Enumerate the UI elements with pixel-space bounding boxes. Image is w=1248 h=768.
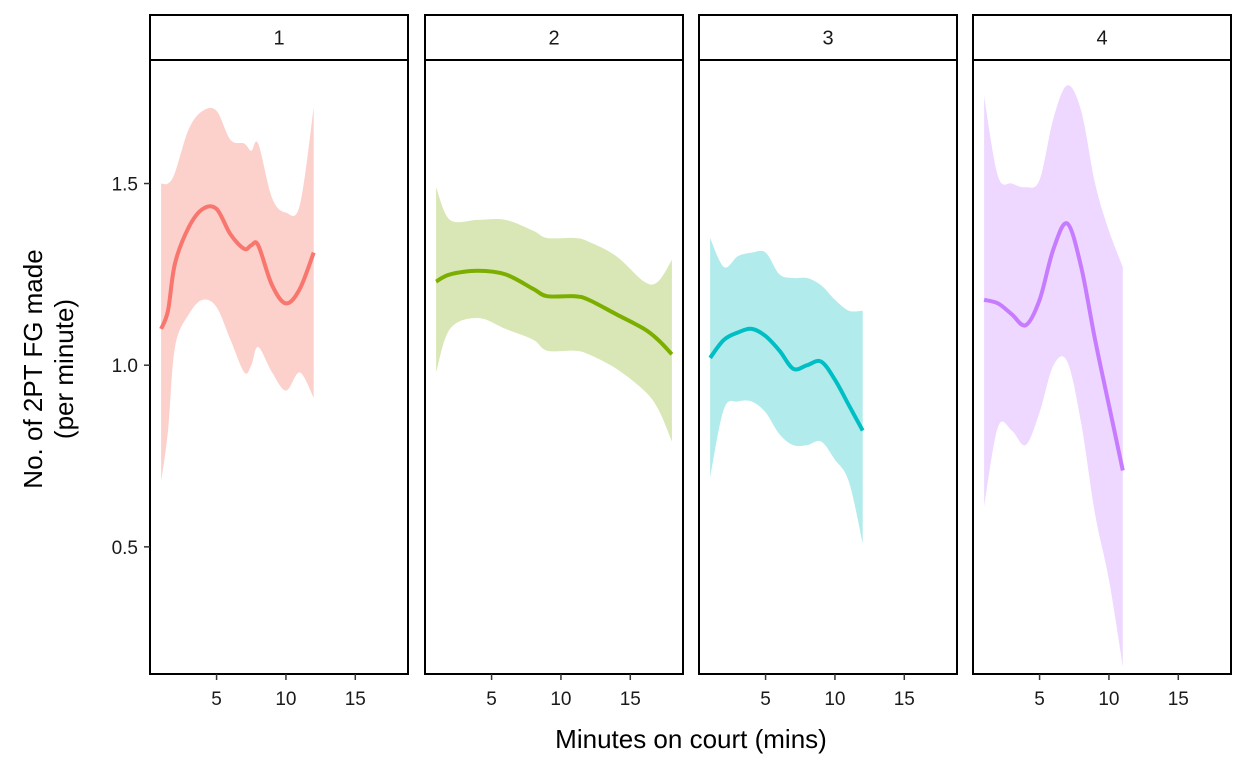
confidence-band [984, 85, 1123, 667]
facet-strip-label: 1 [273, 28, 284, 50]
confidence-band [710, 238, 863, 544]
facet-strip [972, 14, 1232, 61]
x-tick-label: 10 [550, 689, 571, 710]
facet-strip-label: 2 [548, 28, 559, 50]
smooth-line [435, 268, 674, 356]
x-tick-label: 5 [211, 689, 222, 710]
y-axis-title-group: No. of 2PT FG made (per minute) [18, 249, 79, 488]
x-tick-label: 15 [620, 689, 641, 710]
facet-panel-1: 15 10 150.51.01.5 [112, 14, 409, 710]
facet-strip-label: 3 [822, 28, 833, 50]
facet-panel-2: 2 5 10 15 [424, 14, 684, 710]
smooth-line [159, 204, 316, 330]
facet-strip [424, 14, 684, 61]
y-tick-label: 1.0 [112, 356, 138, 377]
facet-panel-3: 3 5 10 15 [698, 14, 958, 710]
x-tick-label: 15 [894, 689, 915, 710]
panel-border [424, 59, 684, 675]
panel-border [698, 59, 958, 675]
y-tick-label: 1.5 [112, 175, 138, 196]
confidence-band [436, 187, 672, 442]
x-tick-label: 5 [760, 689, 771, 710]
panel-border [149, 59, 409, 675]
facet-strip [698, 14, 958, 61]
x-tick-label: 10 [1098, 689, 1119, 710]
y-axis-title-line1: No. of 2PT FG made [18, 249, 48, 488]
x-tick-label: 10 [275, 689, 296, 710]
y-tick-label: 0.5 [112, 538, 138, 559]
panel-border [972, 59, 1232, 675]
x-tick-label: 5 [1034, 689, 1045, 710]
smooth-line [983, 221, 1125, 471]
x-tick-label: 15 [345, 689, 366, 710]
x-tick-label: 15 [1168, 689, 1189, 710]
x-axis-title: Minutes on court (mins) [555, 724, 827, 754]
confidence-band [161, 107, 314, 482]
y-axis-title-line2: (per minute) [49, 299, 79, 439]
facet-panel-4: 4 5 10 15 [972, 14, 1232, 710]
smooth-line [708, 326, 865, 432]
x-tick-label: 5 [486, 689, 497, 710]
x-tick-label: 10 [824, 689, 845, 710]
facet-strip-label: 4 [1096, 28, 1107, 50]
facet-strip [149, 14, 409, 61]
